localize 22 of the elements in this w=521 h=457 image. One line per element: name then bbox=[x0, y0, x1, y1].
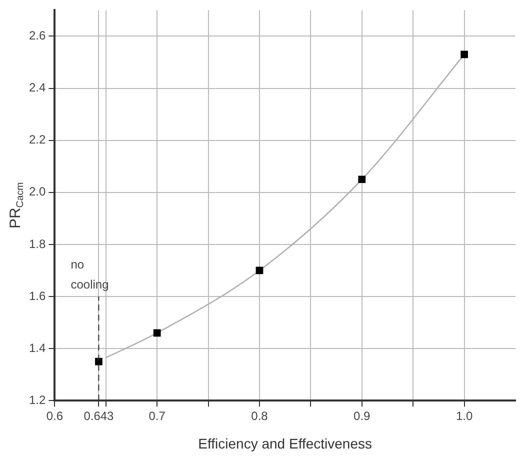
x-axis-title: Efficiency and Effectiveness bbox=[198, 436, 372, 452]
y-tick-label: 2.0 bbox=[28, 184, 46, 199]
point bbox=[153, 329, 161, 337]
point bbox=[358, 176, 366, 184]
point bbox=[460, 50, 468, 58]
ref-line-label: no cooling bbox=[70, 257, 109, 292]
y-tick-label: 1.8 bbox=[28, 236, 46, 251]
y-tick-label: 2.2 bbox=[28, 132, 46, 147]
x-tick-label: 0.8 bbox=[251, 409, 268, 424]
point bbox=[95, 358, 102, 366]
y-tick-label: 1.2 bbox=[28, 392, 46, 407]
y-tick-label: 1.6 bbox=[28, 288, 46, 303]
x-tick-label: 0.7 bbox=[148, 409, 166, 424]
y-axis-title: PRCacm bbox=[7, 182, 26, 229]
x-tick-label: 0.6 bbox=[46, 409, 64, 424]
y-tick-label: 2.4 bbox=[28, 80, 46, 95]
x-tick-label: 0.643 bbox=[84, 409, 114, 424]
point bbox=[256, 266, 264, 274]
x-tick-label: 0.9 bbox=[354, 409, 371, 424]
y-tick-label: 1.4 bbox=[28, 340, 46, 355]
x-tick-label: 1.0 bbox=[456, 409, 473, 424]
y-tick-label: 2.6 bbox=[28, 28, 46, 43]
